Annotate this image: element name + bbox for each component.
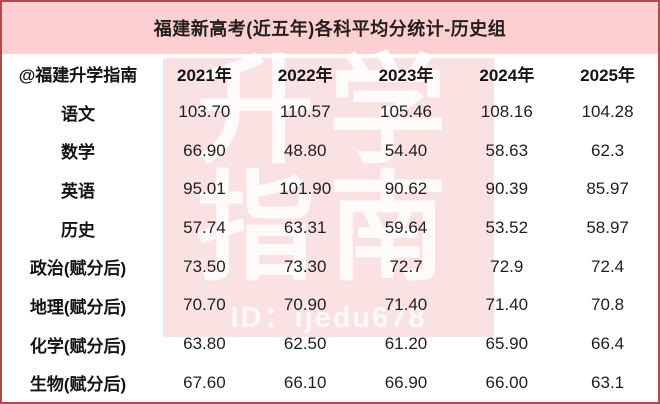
title-banner: 福建新高考(近五年)各科平均分统计-历史组 [2,2,658,54]
score-value: 63.80 [183,334,226,354]
table-row: 数学 66.90 48.80 54.40 58.63 62.3 [2,131,658,170]
score-value: 65.90 [485,334,529,354]
table-row: 地理(赋分后) 70.70 70.90 71.40 71.40 70.8 [2,286,658,325]
score-value: 66.10 [283,372,327,392]
score-value: 54.40 [384,140,428,160]
score-value: 57.74 [183,218,226,238]
score-value: 90.62 [384,179,428,199]
score-value: 103.70 [178,102,231,121]
score-value: 48.80 [283,140,327,160]
page-title: 福建新高考(近五年)各科平均分统计-历史组 [153,19,507,39]
subject-label: 化学(赋分后) [29,336,127,356]
score-value: 61.20 [384,334,428,354]
score-value: 72.7 [389,256,423,276]
table-header-row: @福建升学指南 2021年 2022年 2023年 2024年 2025年 [2,54,658,93]
year-header-2023: 2023年 [378,65,434,85]
table-row: 生物(赋分后) 67.60 66.10 66.90 66.00 63.1 [2,363,658,402]
score-value: 59.64 [384,218,428,238]
score-value: 85.97 [586,179,629,199]
year-header-2022: 2022年 [277,65,333,85]
score-value: 67.60 [183,372,226,392]
score-value: 70.90 [283,295,327,315]
score-value: 101.90 [279,179,332,199]
subject-label: 语文 [61,104,95,124]
score-value: 66.90 [384,372,428,392]
score-value: 66.00 [485,372,529,392]
table-row: 政治(赋分后) 73.50 73.30 72.7 72.9 72.4 [2,247,658,286]
score-value: 90.39 [485,179,529,199]
subject-label: 地理(赋分后) [29,297,127,317]
subject-label: 生物(赋分后) [29,375,127,395]
score-value: 66.90 [183,140,226,160]
table-row: 化学(赋分后) 63.80 62.50 61.20 65.90 66.4 [2,325,658,364]
score-value: 70.70 [183,295,226,315]
table-row: 英语 95.01 101.90 90.62 90.39 85.97 [2,170,658,209]
score-table: @福建升学指南 2021年 2022年 2023年 2024年 2025年语文 103.70… [2,54,658,402]
year-header-2021: 2021年 [176,65,232,85]
corner-label: @福建升学指南 [18,65,138,85]
score-value: 72.4 [591,256,625,276]
year-header-2025: 2025年 [580,65,635,85]
table-row: 历史 57.74 63.31 59.64 53.52 58.97 [2,209,658,248]
score-value: 63.1 [591,372,625,392]
score-value: 105.46 [379,102,432,121]
score-value: 62.3 [591,140,625,160]
subject-label: 历史 [61,220,95,240]
score-value: 71.40 [485,295,529,315]
score-value: 110.57 [279,102,331,121]
score-value: 58.97 [586,218,629,238]
score-value: 73.50 [183,256,226,276]
score-value: 63.31 [283,218,327,238]
score-value: 95.01 [183,179,226,199]
score-value: 70.8 [591,295,625,315]
subject-label: 英语 [61,181,95,201]
table-body-area: 升学 指南 ID：ijedu678 @福建升学指南 2021年 2022年 2023年… [2,53,658,402]
subject-label: 数学 [61,143,95,163]
subject-label: 政治(赋分后) [29,259,127,279]
score-value: 108.16 [480,102,533,121]
score-value: 104.28 [581,102,634,121]
score-value: 62.50 [283,334,327,354]
score-value: 71.40 [384,295,428,315]
score-value: 72.9 [490,256,524,276]
score-value: 73.30 [283,256,327,276]
table-row: 语文 103.70 110.57 105.46 108.16 104.28 [2,93,658,132]
score-value: 53.52 [485,218,529,238]
score-value: 66.4 [591,334,625,354]
year-header-2024: 2024年 [479,65,535,85]
score-value: 58.63 [485,140,529,160]
